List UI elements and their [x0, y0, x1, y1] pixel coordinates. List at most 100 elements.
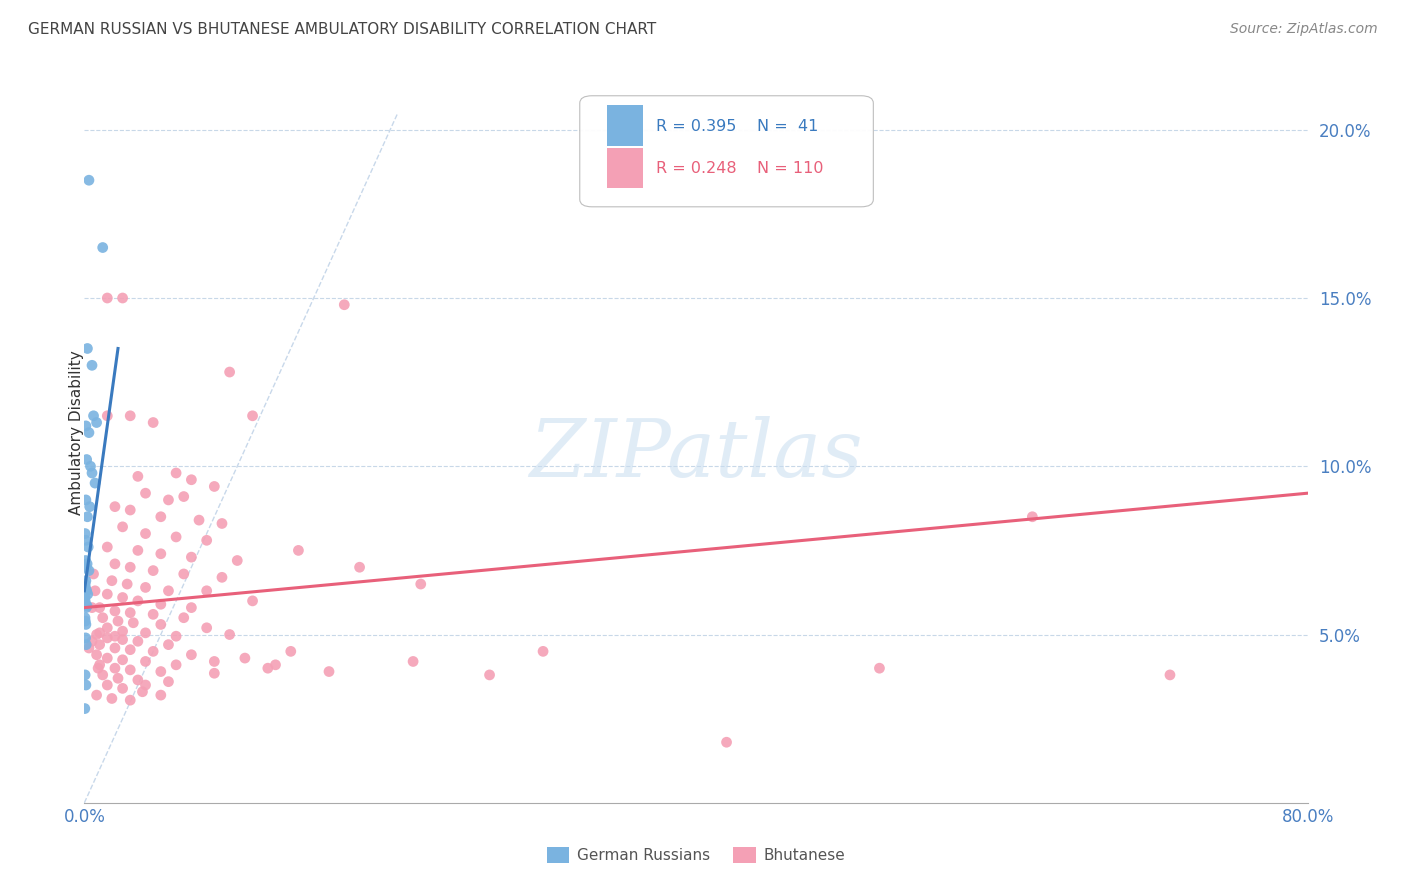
- Point: [84, 583, 107, 598]
- Point: [218, 627, 240, 641]
- Point: [127, 673, 149, 687]
- Point: [120, 642, 142, 657]
- Point: [75, 614, 97, 628]
- Legend: German Russians, Bhutanese: German Russians, Bhutanese: [540, 841, 852, 869]
- Point: [226, 553, 249, 567]
- Point: [75, 577, 97, 591]
- Point: [104, 604, 127, 618]
- Text: R = 0.248: R = 0.248: [655, 161, 737, 176]
- Point: [101, 574, 124, 588]
- Point: [120, 663, 142, 677]
- Point: [111, 291, 134, 305]
- Point: [120, 560, 142, 574]
- Point: [77, 564, 100, 578]
- Point: [111, 681, 134, 696]
- Point: [195, 583, 218, 598]
- Point: [86, 416, 108, 430]
- Point: [478, 668, 501, 682]
- Point: [202, 655, 225, 669]
- Text: R = 0.395: R = 0.395: [655, 120, 735, 135]
- Point: [165, 530, 187, 544]
- Point: [75, 597, 97, 611]
- Point: [86, 627, 108, 641]
- Point: [80, 359, 103, 373]
- Point: [75, 594, 97, 608]
- Point: [75, 526, 97, 541]
- Point: [83, 566, 105, 581]
- Point: [122, 615, 145, 630]
- Point: [75, 553, 97, 567]
- Text: N = 110: N = 110: [758, 161, 824, 176]
- Point: [76, 599, 98, 613]
- Point: [142, 416, 165, 430]
- Point: [89, 625, 111, 640]
- Point: [280, 644, 302, 658]
- Point: [80, 600, 103, 615]
- Point: [1021, 509, 1043, 524]
- Point: [75, 574, 97, 588]
- Point: [120, 503, 142, 517]
- Point: [104, 557, 127, 571]
- Point: [86, 688, 108, 702]
- FancyBboxPatch shape: [579, 95, 873, 207]
- Point: [195, 533, 218, 548]
- Point: [135, 581, 157, 595]
- Point: [83, 409, 105, 423]
- Point: [76, 342, 98, 356]
- Point: [75, 638, 97, 652]
- Point: [86, 648, 108, 662]
- Point: [149, 509, 172, 524]
- Point: [89, 638, 111, 652]
- Point: [96, 631, 118, 645]
- Point: [120, 606, 142, 620]
- Point: [287, 543, 309, 558]
- Point: [89, 600, 111, 615]
- Point: [115, 577, 138, 591]
- Point: [84, 476, 107, 491]
- Point: [96, 621, 118, 635]
- Point: [127, 543, 149, 558]
- Point: [157, 492, 180, 507]
- Bar: [606, 147, 644, 188]
- Point: [75, 418, 97, 433]
- Point: [135, 678, 157, 692]
- Point: [75, 668, 97, 682]
- Point: [142, 564, 165, 578]
- Point: [202, 666, 225, 681]
- Text: N =  41: N = 41: [758, 120, 818, 135]
- Point: [107, 614, 129, 628]
- Point: [165, 466, 187, 480]
- Point: [104, 661, 127, 675]
- Point: [77, 425, 100, 440]
- Point: [111, 591, 134, 605]
- Point: [79, 459, 101, 474]
- Point: [149, 597, 172, 611]
- Point: [218, 365, 240, 379]
- Point: [75, 617, 97, 632]
- Point: [131, 685, 153, 699]
- Point: [173, 566, 195, 581]
- Text: ZIPatlas: ZIPatlas: [529, 416, 863, 493]
- Point: [75, 581, 97, 595]
- Point: [76, 583, 98, 598]
- Point: [180, 600, 202, 615]
- Point: [96, 291, 118, 305]
- Point: [716, 735, 738, 749]
- Point: [91, 240, 114, 255]
- Y-axis label: Ambulatory Disability: Ambulatory Disability: [69, 351, 83, 515]
- Point: [180, 648, 202, 662]
- Point: [73, 701, 96, 715]
- Point: [180, 550, 202, 565]
- Point: [96, 678, 118, 692]
- Point: [869, 661, 891, 675]
- Point: [96, 651, 118, 665]
- Point: [76, 452, 98, 467]
- Point: [135, 625, 157, 640]
- Point: [157, 674, 180, 689]
- Point: [77, 173, 100, 187]
- Point: [149, 688, 172, 702]
- Point: [76, 557, 98, 571]
- Point: [107, 671, 129, 685]
- Point: [1159, 668, 1181, 682]
- Point: [76, 509, 98, 524]
